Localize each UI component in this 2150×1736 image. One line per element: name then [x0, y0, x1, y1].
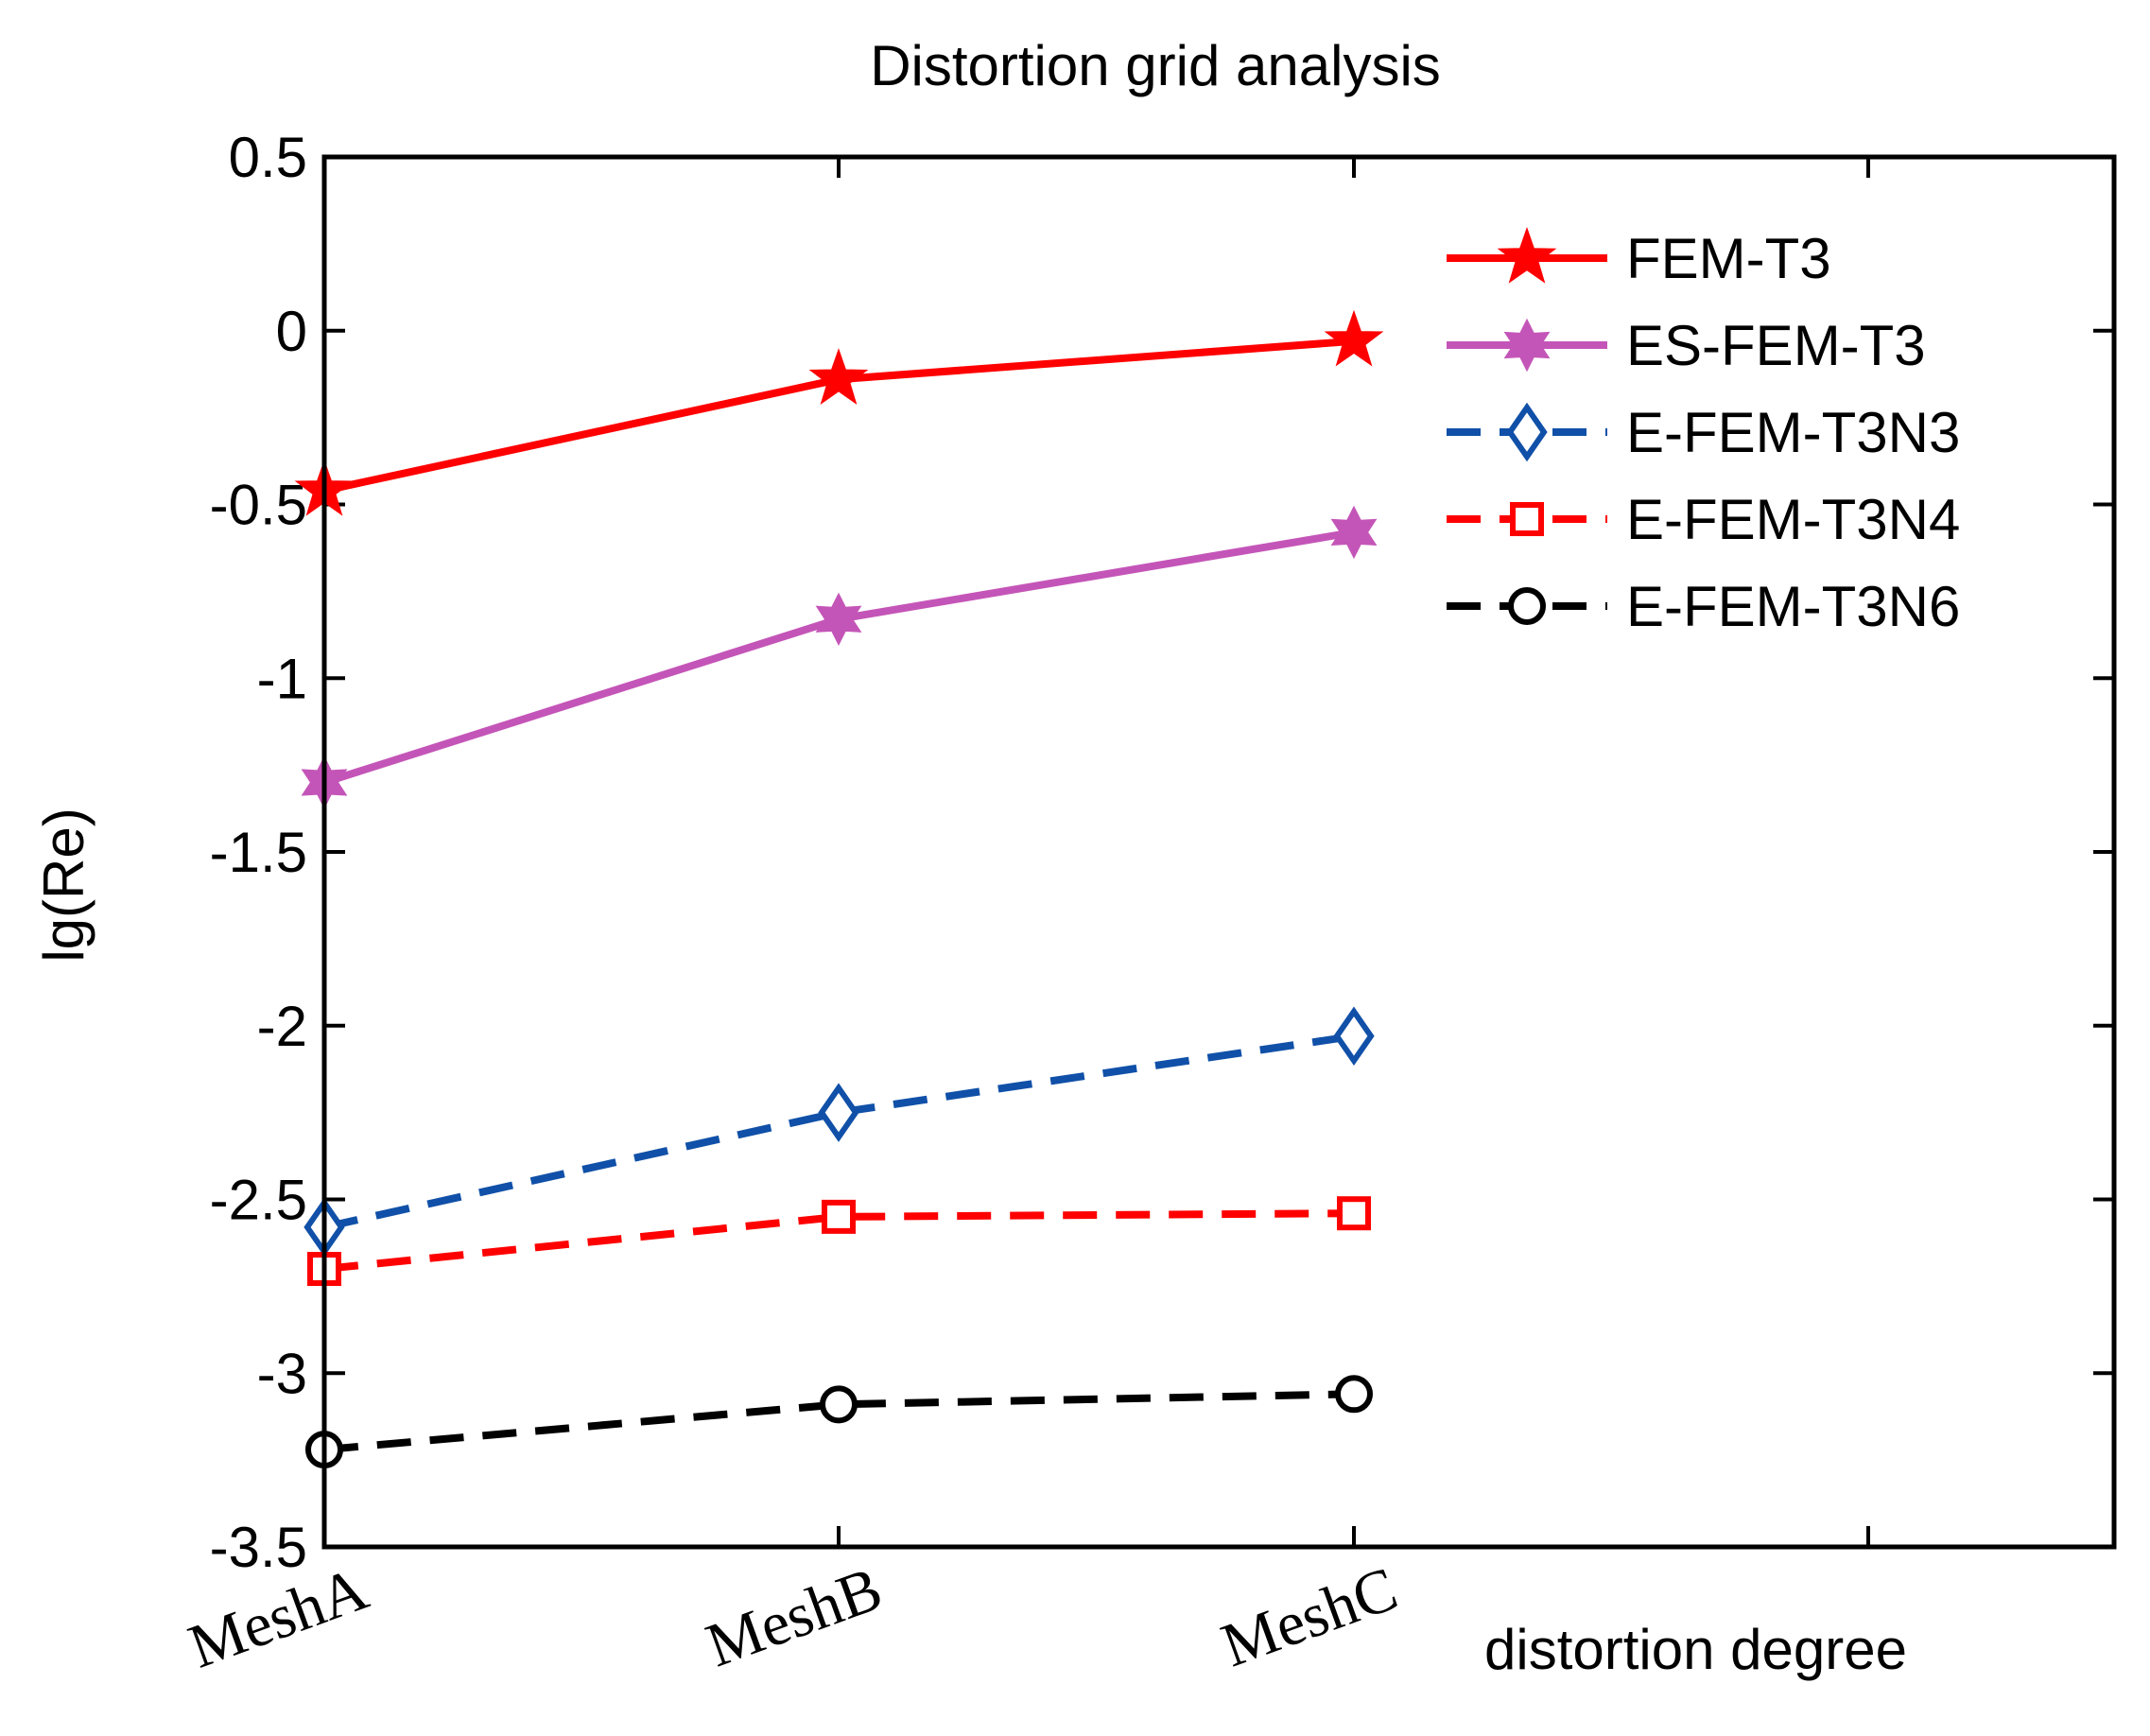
legend-label: E-FEM-T3N6: [1626, 575, 1960, 638]
x-axis-label: distortion degree: [1484, 1618, 1907, 1681]
legend-label: E-FEM-T3N3: [1626, 401, 1960, 464]
axes-frame: [321, 154, 2117, 1550]
y-tick-label: -0.5: [210, 474, 307, 537]
data-point: [1337, 1196, 1371, 1231]
legend-label: FEM-T3: [1626, 227, 1831, 290]
y-tick-label: -3: [257, 1342, 307, 1405]
data-point: [1330, 505, 1378, 560]
y-tick-label: -2.5: [210, 1169, 307, 1232]
legend-marker: [1503, 318, 1551, 373]
legend-label: ES-FEM-T3: [1626, 314, 1926, 377]
y-tick-label: -1.5: [210, 821, 307, 884]
x-tick-label: MeshB: [698, 1554, 891, 1680]
series-line-3: [323, 1209, 1355, 1273]
legend-marker: [1508, 587, 1546, 625]
series-line-2: [323, 1032, 1355, 1231]
y-tick-label: 0: [276, 300, 307, 363]
data-point: [820, 1385, 858, 1424]
legend-marker: [1510, 502, 1544, 536]
legend-label: E-FEM-T3N4: [1626, 488, 1960, 551]
series-line-1: [322, 528, 1355, 787]
data-point: [1324, 309, 1384, 367]
y-tick-label: -1: [257, 647, 307, 710]
x-tick-label: MeshC: [1213, 1554, 1406, 1680]
data-point: [815, 592, 862, 647]
data-point: [1335, 1375, 1373, 1414]
data-point: [1333, 1006, 1375, 1067]
y-axis-label: lg(Re): [32, 807, 95, 962]
legend-marker: [1506, 402, 1548, 462]
y-tick-label: 0.5: [229, 126, 307, 189]
series-line-4: [323, 1390, 1355, 1454]
data-point: [822, 1199, 856, 1234]
data-point: [808, 348, 869, 405]
data-point: [818, 1083, 859, 1142]
legend-marker: [1497, 226, 1557, 284]
legend: FEM-T3 ES-FEM-T3 E-FEM-T3N3 E-FEM-T3N4 E-FEM…: [1447, 226, 1960, 638]
chart-title: Distortion grid analysis: [870, 34, 1441, 97]
y-tick-label: -2: [257, 995, 307, 1058]
y-tick-label: -3.5: [210, 1516, 307, 1579]
